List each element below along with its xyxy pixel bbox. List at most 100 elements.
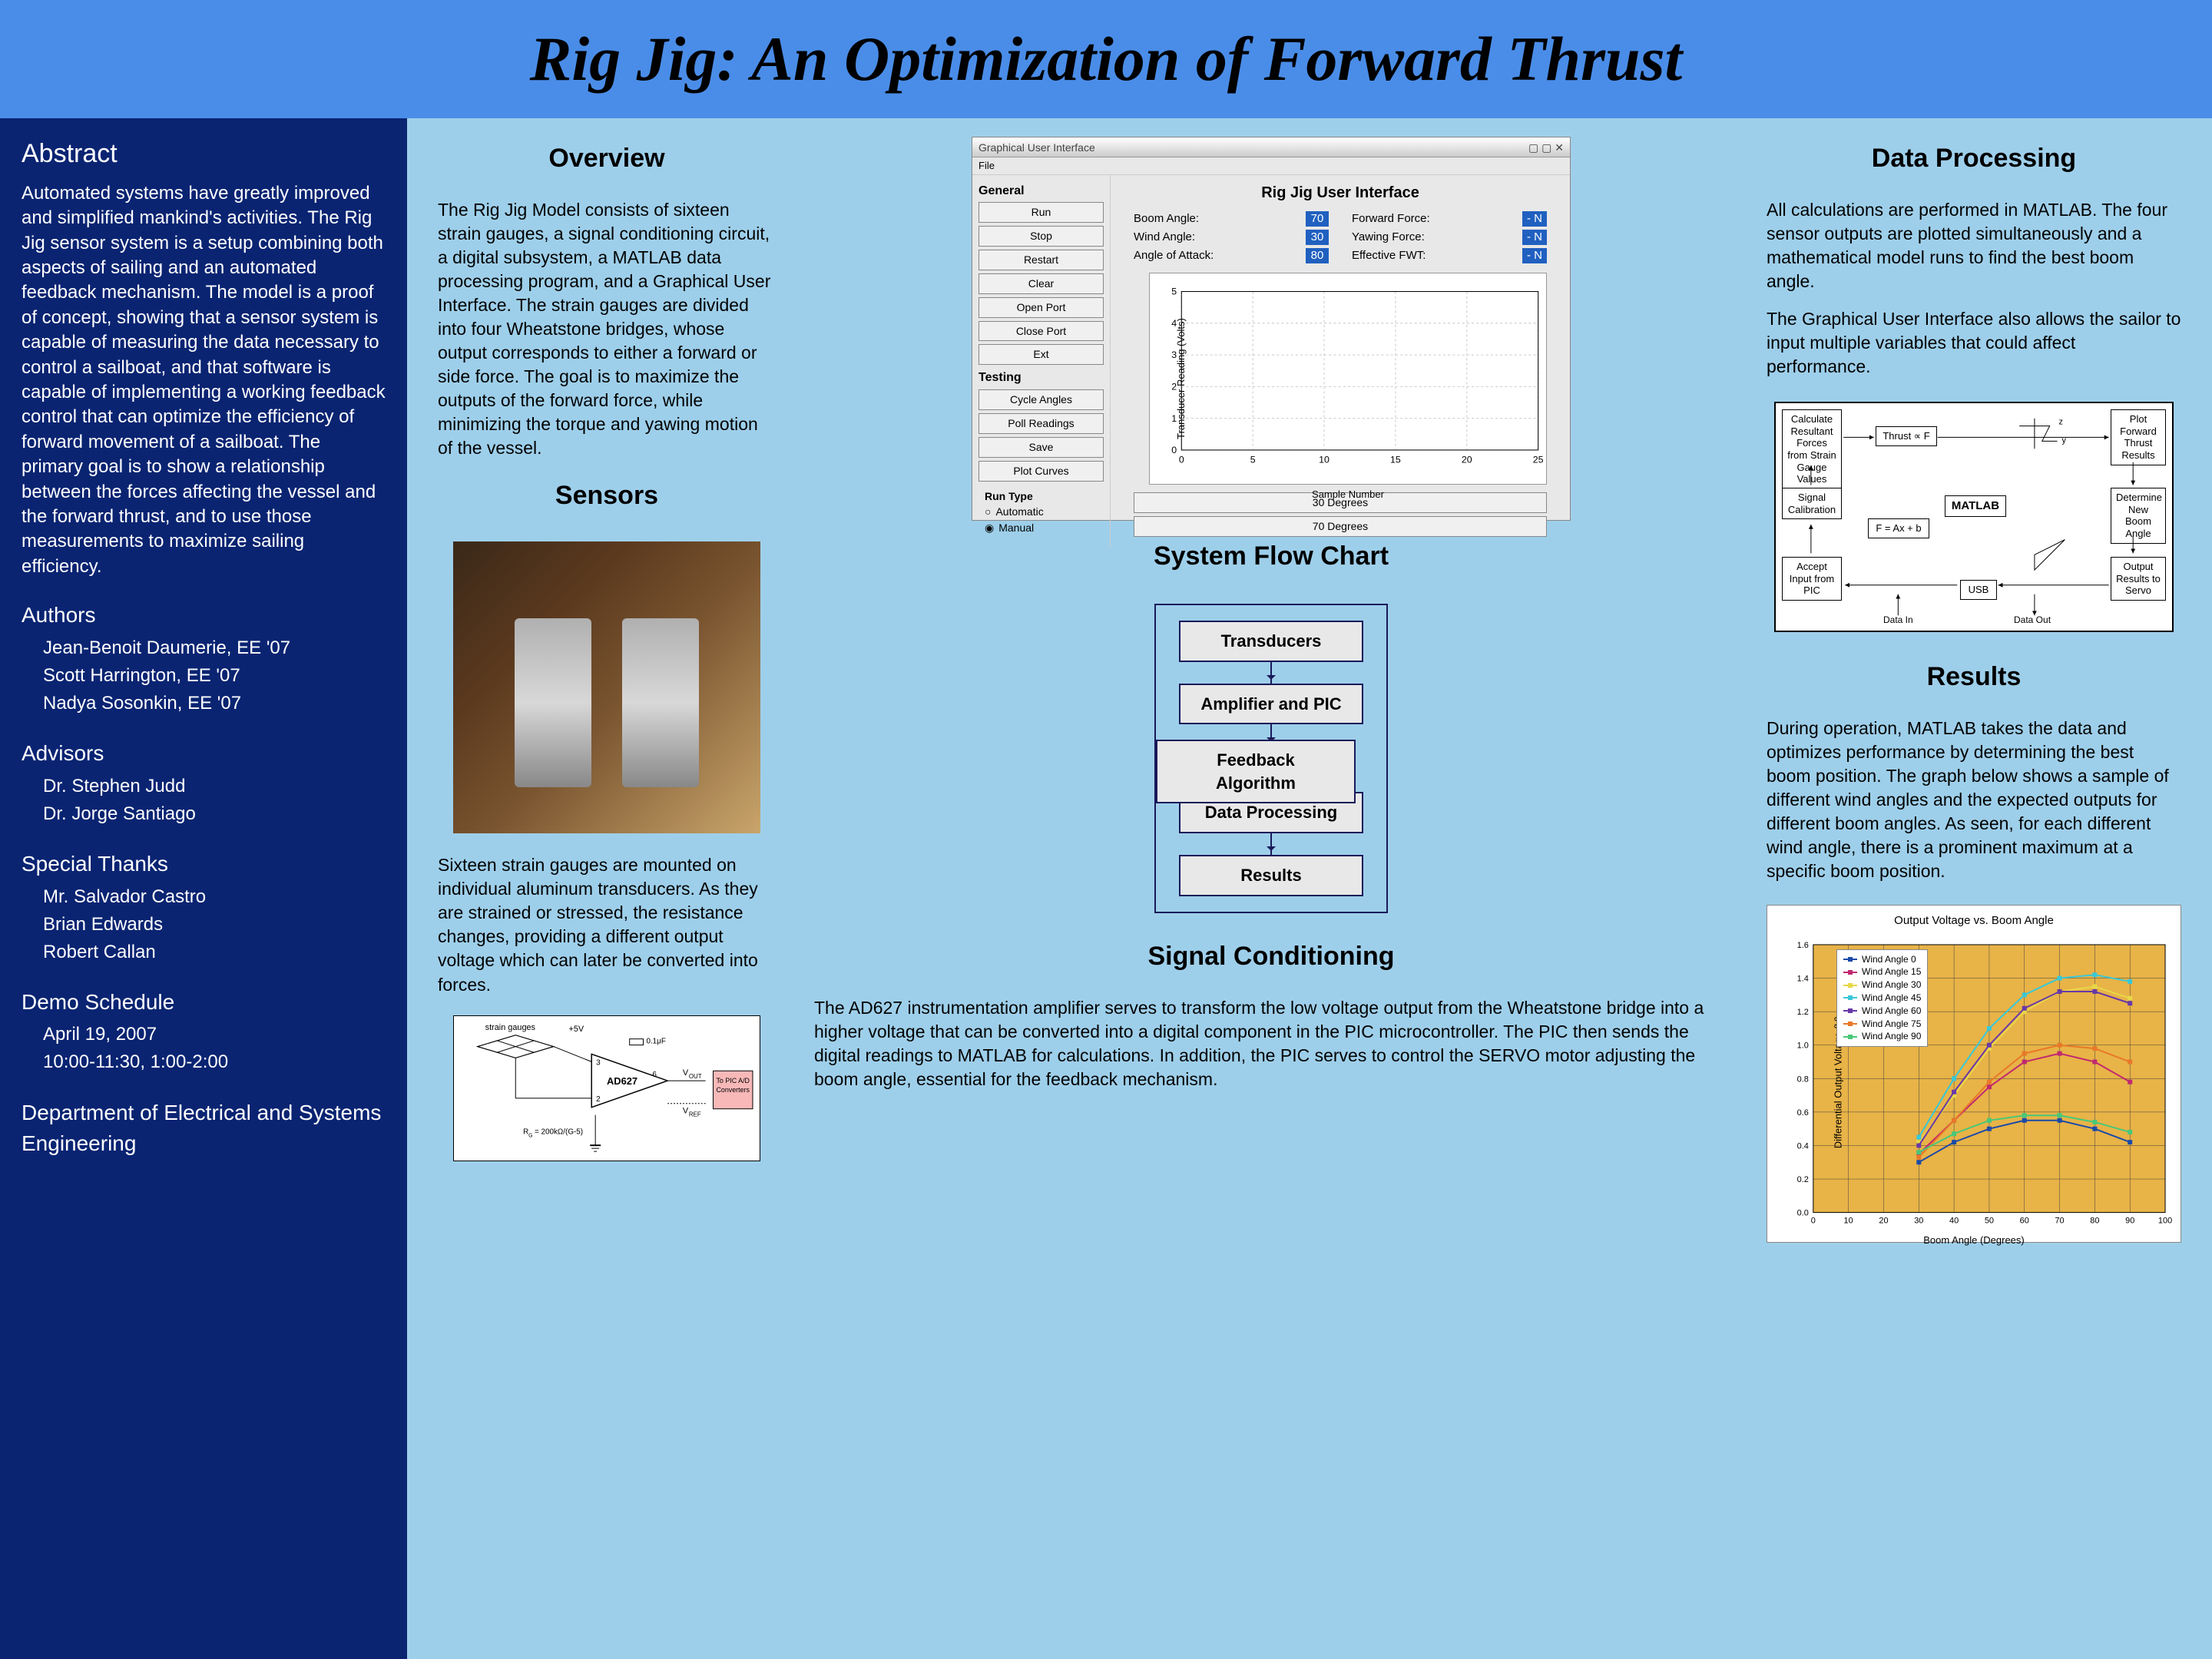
- run-type-option[interactable]: Manual: [998, 521, 1034, 535]
- authors-list: Jean-Benoit Daumerie, EE '07 Scott Harri…: [22, 634, 386, 717]
- svg-text:AD627: AD627: [607, 1075, 637, 1087]
- svg-text:To PIC A/D: To PIC A/D: [716, 1077, 749, 1084]
- flow-arrow-icon: [1270, 662, 1272, 684]
- flow-node-amplifier: Amplifier and PIC: [1179, 684, 1363, 725]
- content-row: Abstract Automated systems have greatly …: [0, 118, 2212, 1659]
- thanks-heading: Special Thanks: [22, 849, 386, 879]
- svg-text:REF: REF: [689, 1111, 701, 1118]
- mbox-formula: F = Ax + b: [1868, 518, 1929, 538]
- svg-text:0: 0: [1811, 1216, 1816, 1225]
- mbox-output: Output Results to Servo: [2111, 557, 2166, 601]
- flow-arrow-icon: [1270, 833, 1272, 855]
- svg-text:0.8: 0.8: [1797, 1075, 1809, 1084]
- radio-icon[interactable]: ○: [985, 505, 991, 519]
- poll-readings-button[interactable]: Poll Readings: [979, 413, 1104, 434]
- matlab-diagram: Calculate Resultant Forces from Strain G…: [1774, 402, 2174, 632]
- gui-screenshot: Graphical User Interface ▢ ▢ ✕ File Gene…: [972, 137, 1571, 521]
- clear-button[interactable]: Clear: [979, 273, 1104, 294]
- column-left: Overview The Rig Jig Model consists of s…: [430, 137, 783, 1641]
- flow-node-results: Results: [1179, 855, 1363, 896]
- svg-text:0: 0: [1179, 455, 1184, 465]
- department: Department of Electrical and Systems Eng…: [22, 1098, 386, 1157]
- svg-text:70: 70: [2055, 1216, 2064, 1225]
- sensors-text: Sixteen strain gauges are mounted on ind…: [430, 853, 783, 996]
- flow-node-transducers: Transducers: [1179, 621, 1363, 662]
- save-button[interactable]: Save: [979, 437, 1104, 458]
- author: Scott Harrington, EE '07: [43, 662, 386, 690]
- svg-text:50: 50: [1985, 1216, 1994, 1225]
- results-chart: Output Voltage vs. Boom Angle Differenti…: [1767, 905, 2181, 1243]
- svg-text:80: 80: [2090, 1216, 2099, 1225]
- svg-text:0: 0: [1171, 445, 1177, 455]
- run-type-group: Run Type ○ Automatic ◉ Manual: [979, 485, 1104, 542]
- results-chart-body: Differential Output Voltage (V) 01020304…: [1775, 934, 2173, 1231]
- gui-body: General Run Stop Restart Clear Open Port…: [972, 175, 1570, 548]
- plot-curves-button[interactable]: Plot Curves: [979, 461, 1104, 482]
- demo-schedule: April 19, 2007 10:00-11:30, 1:00-2:00: [22, 1021, 386, 1076]
- gui-chart-ylabel: Transducer Reading (Volts): [1174, 318, 1188, 439]
- mbox-calc: Calculate Resultant Forces from Strain G…: [1782, 409, 1842, 489]
- mbox-thrust: Thrust ∝ F: [1876, 426, 1937, 446]
- gui-readings: Boom Angle:70 Forward Force:- N Wind Ang…: [1118, 211, 1562, 264]
- reading: Wind Angle:30: [1134, 230, 1329, 245]
- mbox-accept: Accept Input from PIC: [1782, 557, 1842, 601]
- svg-text:5: 5: [1250, 455, 1256, 465]
- abstract-heading: Abstract: [22, 137, 386, 172]
- svg-text:25: 25: [1533, 455, 1544, 465]
- demo-heading: Demo Schedule: [22, 988, 386, 1017]
- title-bar: Rig Jig: An Optimization of Forward Thru…: [0, 0, 2212, 118]
- svg-text:1.2: 1.2: [1797, 1008, 1809, 1017]
- dataproc-heading: Data Processing: [1759, 141, 2189, 177]
- run-button[interactable]: Run: [979, 202, 1104, 223]
- thanks-item: Brian Edwards: [43, 911, 386, 939]
- overview-heading: Overview: [430, 141, 783, 177]
- cycle-angles-button[interactable]: Cycle Angles: [979, 389, 1104, 410]
- reading: Forward Force:- N: [1352, 211, 1547, 227]
- author: Nadya Sosonkin, EE '07: [43, 690, 386, 717]
- results-chart-title: Output Voltage vs. Boom Angle: [1775, 913, 2173, 929]
- svg-text:G: G: [528, 1133, 532, 1138]
- svg-text:OUT: OUT: [689, 1073, 702, 1080]
- radio-icon[interactable]: ◉: [985, 521, 994, 535]
- demo-date: April 19, 2007: [43, 1021, 386, 1048]
- reading: Boom Angle:70: [1134, 211, 1329, 227]
- svg-text:0.2: 0.2: [1797, 1175, 1809, 1184]
- svg-text:0.4: 0.4: [1797, 1141, 1809, 1151]
- advisors-heading: Advisors: [22, 739, 386, 768]
- gui-menu: File: [972, 157, 1570, 175]
- dataproc-text1: All calculations are performed in MATLAB…: [1759, 198, 2189, 293]
- svg-text:0.6: 0.6: [1797, 1108, 1809, 1118]
- svg-text:90: 90: [2125, 1216, 2134, 1225]
- results-legend: Wind Angle 0Wind Angle 15Wind Angle 30Wi…: [1836, 949, 1928, 1048]
- circuit-diagram: strain gauges +5V AD627 3 2 6: [453, 1015, 760, 1161]
- degree-select[interactable]: 70 Degrees: [1134, 516, 1547, 537]
- poster-title: Rig Jig: An Optimization of Forward Thru…: [31, 23, 2181, 95]
- svg-text:30: 30: [1914, 1216, 1923, 1225]
- svg-text:100: 100: [2158, 1216, 2172, 1225]
- run-type-label: Run Type: [985, 489, 1098, 504]
- svg-text:1.0: 1.0: [1797, 1041, 1809, 1050]
- close-port-button[interactable]: Close Port: [979, 321, 1104, 342]
- gui-window-titlebar: Graphical User Interface ▢ ▢ ✕: [972, 137, 1570, 157]
- svg-text:20: 20: [1462, 455, 1472, 465]
- advisor: Dr. Jorge Santiago: [43, 800, 386, 828]
- svg-text:6: 6: [652, 1071, 657, 1079]
- gui-right-panel: Rig Jig User Interface Boom Angle:70 For…: [1111, 175, 1570, 548]
- svg-text:10: 10: [1319, 455, 1330, 465]
- svg-text:1.6: 1.6: [1797, 941, 1809, 950]
- stop-button[interactable]: Stop: [979, 226, 1104, 247]
- mlabel-datain: Data In: [1883, 614, 1913, 626]
- system-flowchart: Transducers Amplifier and PIC Data Proce…: [1041, 596, 1502, 921]
- circuit-label: strain gauges: [485, 1022, 536, 1031]
- gui-left-panel: General Run Stop Restart Clear Open Port…: [972, 175, 1111, 548]
- ext-button[interactable]: Ext: [979, 344, 1104, 365]
- mbox-plot: Plot Forward Thrust Results: [2111, 409, 2166, 465]
- open-port-button[interactable]: Open Port: [979, 297, 1104, 318]
- restart-button[interactable]: Restart: [979, 250, 1104, 270]
- run-type-option[interactable]: Automatic: [995, 505, 1043, 519]
- svg-text:2: 2: [596, 1094, 601, 1103]
- svg-text:20: 20: [1879, 1216, 1888, 1225]
- authors-heading: Authors: [22, 601, 386, 630]
- svg-text:+5V: +5V: [569, 1024, 584, 1033]
- column-right: Data Processing All calculations are per…: [1759, 137, 2189, 1641]
